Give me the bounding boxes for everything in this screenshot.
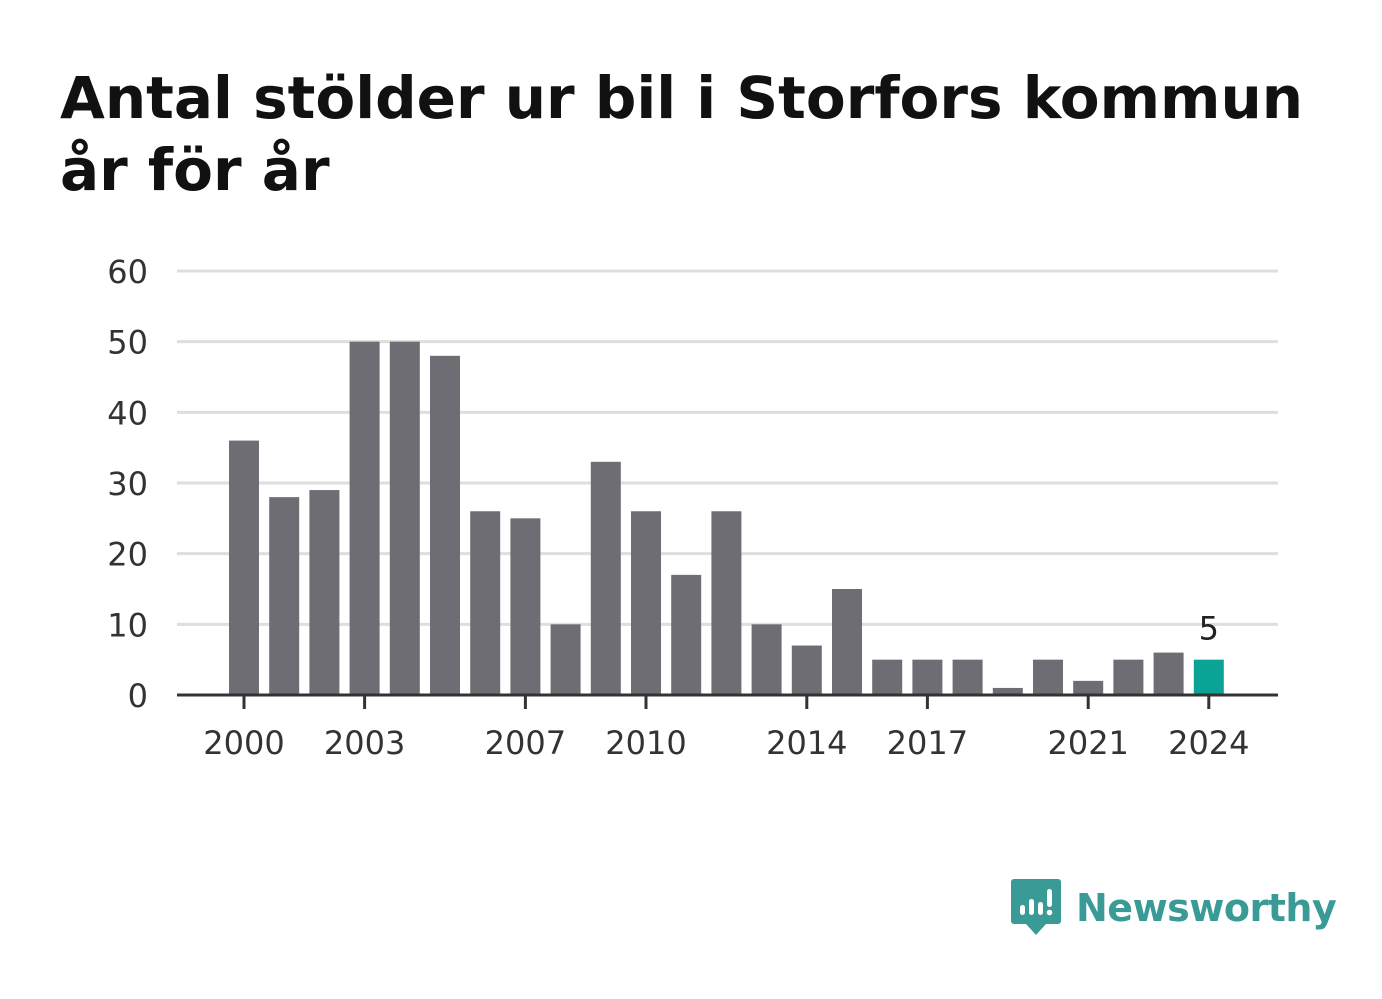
chart-title: Antal stölder ur bil i Storfors kommun å… [60, 64, 1304, 204]
bar-2001 [269, 497, 300, 695]
bar-2004 [389, 341, 420, 695]
bar-2016 [872, 659, 903, 695]
y-tick-label: 10 [107, 606, 148, 644]
x-tick-label: 2017 [887, 724, 968, 762]
bar-2021 [1073, 680, 1104, 695]
bar-2019 [992, 687, 1023, 695]
x-tick-label: 2000 [203, 724, 284, 762]
bar-2009 [590, 461, 621, 695]
x-axis: 2000 2003 2007 2010 2014 2017 2021 2024 [177, 693, 1278, 762]
data-label-2024: 5 [1199, 610, 1219, 648]
data-labels: 5 [1199, 610, 1219, 648]
x-tick-label: 2010 [605, 724, 686, 762]
bar-2012 [711, 511, 742, 695]
bar-2018 [952, 659, 983, 695]
y-tick-label: 40 [107, 394, 148, 432]
bar-2022 [1113, 659, 1144, 695]
x-tick-label: 2007 [485, 724, 566, 762]
bar-2005 [430, 355, 460, 695]
y-axis-ticks: 0 10 20 30 40 50 60 [107, 253, 148, 715]
bars [229, 341, 1224, 695]
bar-2020 [1033, 659, 1063, 695]
bar-2000 [229, 440, 259, 695]
bar-2007 [510, 518, 541, 695]
y-tick-label: 60 [107, 253, 148, 291]
y-tick-label: 0 [128, 677, 148, 715]
bar-2015 [832, 589, 862, 695]
newsworthy-logo-icon [1011, 879, 1061, 935]
bar-2008 [550, 624, 581, 695]
newsworthy-brand: Newsworthy [1010, 876, 1337, 940]
bar-2013 [751, 624, 782, 695]
x-tick-label: 2003 [324, 724, 405, 762]
bar-2002 [309, 490, 340, 695]
x-tick-label: 2014 [766, 724, 847, 762]
bar-2010 [631, 511, 661, 695]
brand-name: Newsworthy [1076, 886, 1337, 930]
bar-2024 [1193, 659, 1224, 695]
bar-2017 [912, 659, 943, 695]
y-tick-label: 30 [107, 465, 148, 503]
x-tick-label: 2021 [1047, 724, 1128, 762]
bar-2003 [349, 341, 380, 695]
y-tick-label: 50 [107, 324, 148, 362]
bar-2023 [1153, 652, 1184, 695]
bar-2006 [470, 511, 501, 695]
bar-2014 [791, 645, 822, 695]
y-tick-label: 20 [107, 536, 148, 574]
x-tick-label: 2024 [1168, 724, 1249, 762]
bar-2011 [671, 574, 702, 695]
